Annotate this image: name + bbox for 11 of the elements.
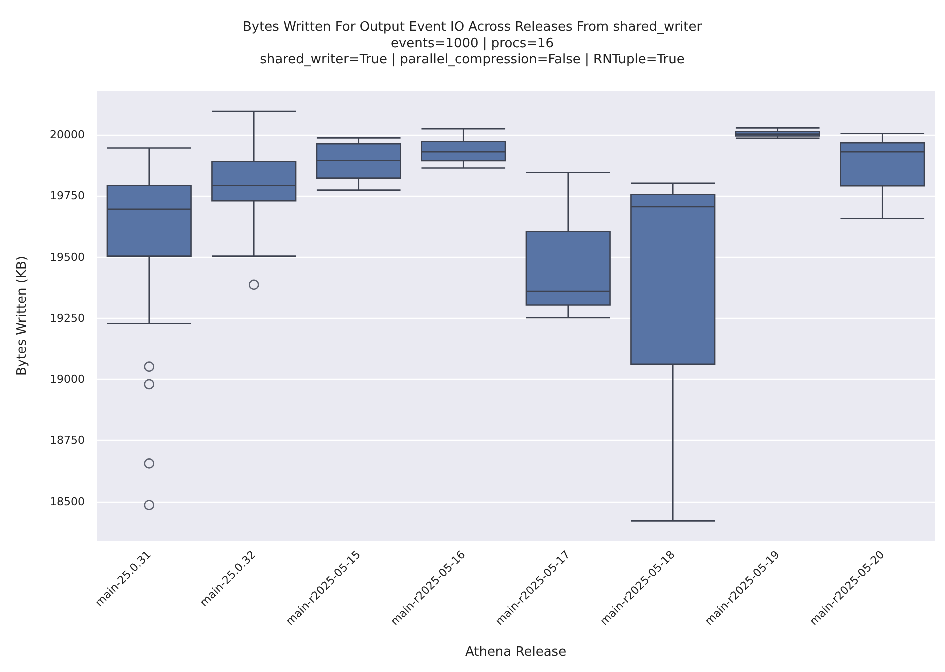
y-axis-title: Bytes Written (KB) [15, 256, 30, 376]
y-tick-label: 18500 [50, 495, 85, 508]
y-tick-label: 19750 [50, 190, 85, 203]
y-tick-label: 18750 [50, 434, 85, 448]
chart-title: Bytes Written For Output Event IO Across Releases From shared_writer [242, 20, 703, 35]
y-tick-label: 20000 [50, 128, 85, 142]
y-tick-label: 19000 [50, 373, 85, 386]
y-tick-label: 19500 [50, 250, 85, 264]
x-axis-title: Athena Release [465, 645, 567, 660]
y-tick-label: 19250 [50, 312, 85, 325]
chart-subtitle: events=1000 | procs=16 shared_writer=True | parallel_compression=False | RNTuple=True [260, 36, 685, 68]
